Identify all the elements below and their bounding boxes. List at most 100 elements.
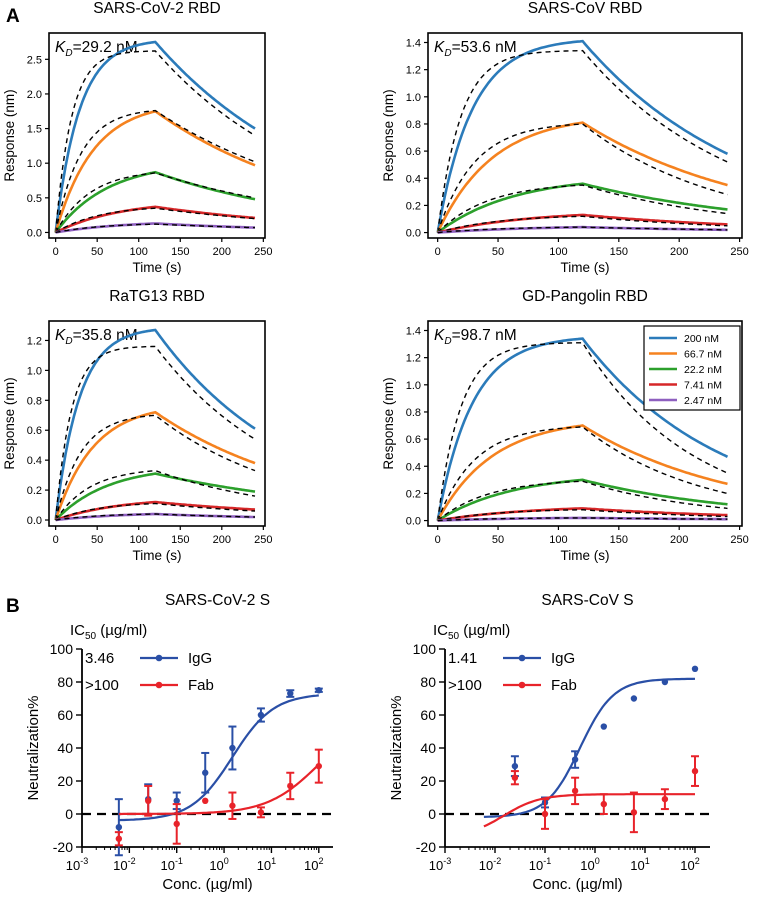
fit-curve [55,223,255,234]
y-tick-label: 0.2 [27,485,42,497]
kd-label: KD=53.6 nM [434,39,517,59]
fit-curve [437,341,728,521]
y-tick-label: 0.8 [406,407,421,419]
plot-frame [48,32,266,239]
plot-frame [48,320,266,527]
x-tick-label: 150 [171,246,189,258]
ic50-value: 1.41 [448,650,477,667]
y-tick-label: 1.5 [27,124,42,136]
x-tick-label: 102 [680,856,699,873]
x-tick-label: 10-3 [429,856,451,873]
y-tick-label: 0.4 [27,455,42,467]
concentration-legend: 200 nM 66.7 nM 22.2 nM 7.41 nM 2.47 nM [643,325,741,411]
ic50-value: >100 [448,677,482,694]
sensorgram-200nM [54,40,256,233]
igg-fit-curve [483,677,696,818]
fab-point [229,802,236,809]
y-tick-label: 100 [413,641,437,657]
fab-point [145,797,152,804]
fit-curve [437,426,728,521]
y-tick-label: 20 [420,773,436,789]
legend-label: Fab [188,677,214,694]
x-tick-label: 200 [670,534,688,546]
x-tick-label: 100 [130,246,148,258]
sensorgram-222nM [437,478,728,522]
x-tick-label: 250 [254,246,272,258]
y-axis-label: Neutralization% [25,695,42,800]
legend-label: Fab [551,677,577,694]
igg-point [630,695,638,702]
fit-curve [54,109,256,233]
y-tick-label: 0.4 [406,173,421,185]
x-tick-label: 10-2 [479,856,501,873]
x-tick-label: 150 [610,534,628,546]
y-tick-label: 0.0 [27,227,42,239]
x-tick-label: 100 [209,856,228,873]
chart-title: SARS-CoV S [541,592,633,609]
sensorgram-200nM [436,337,729,521]
fit-curve [437,215,728,234]
x-tick-label: 101 [257,856,276,873]
plot-frame [427,32,743,239]
x-axis-label: Time (s) [133,548,182,563]
y-axis-label: Response (nm) [2,377,17,469]
y-tick-label: 0.6 [27,425,42,437]
y-tick-label: 60 [57,707,73,723]
fit-curve [55,502,256,521]
igg-point [315,687,322,694]
y-tick-label: 0.6 [406,146,421,158]
fab-point [600,800,608,808]
y-tick-label: 40 [420,740,436,756]
ic50-value: 3.46 [85,650,114,667]
y-tick-label: 2.0 [27,89,42,101]
x-axis-label: Conc. (µg/ml) [162,876,252,893]
x-tick-label: 50 [91,246,103,258]
x-tick-label: 50 [91,534,103,546]
plot-frame [427,320,743,527]
x-tick-label: 100 [549,534,567,546]
fab-point [661,795,669,803]
legend-label: 22.2 nM [684,364,722,376]
x-tick-label: 101 [630,856,649,873]
x-tick-label: 100 [130,534,148,546]
y-tick-label: 0.0 [406,228,421,240]
chart-title: RaTG13 RBD [109,288,205,305]
x-tick-label: 50 [492,534,504,546]
sensorgram-667nM [54,410,256,521]
sensorgram-741nM [54,205,256,234]
y-tick-label: 0.0 [406,516,421,528]
x-axis-label: Time (s) [561,260,610,275]
x-tick-label: 50 [492,246,504,258]
fab-point [571,787,579,795]
igg-point [287,690,294,697]
legend-marker [518,654,526,662]
x-tick-label: 0 [435,246,441,258]
y-tick-label: 60 [420,707,436,723]
y-tick-label: 1.0 [406,380,421,392]
x-tick-label: 10-1 [160,856,182,873]
y-tick-label: 1.0 [406,92,421,104]
y-tick-label: 0.0 [27,515,42,527]
sensorgram-741nM [55,500,256,522]
fab-point [511,774,519,781]
legend-label: 7.41 nM [684,380,722,392]
sensorgram-222nM [54,472,256,521]
legend-label: 200 nM [684,333,719,345]
legend-marker [518,681,526,689]
y-tick-label: 0.5 [27,193,42,205]
y-tick-label: 0.8 [27,395,42,407]
y-axis-label: Response (nm) [381,89,396,181]
fab-point [202,797,209,804]
x-tick-label: 150 [610,246,628,258]
x-tick-label: 102 [304,856,323,873]
y-tick-label: 1.0 [27,158,42,170]
y-tick-label: 80 [420,674,436,690]
igg-point [115,824,123,831]
fab-fit-curve [118,763,320,816]
kd-label: KD=98.7 nM [434,327,517,347]
igg-point [571,756,579,763]
igg-fit-curve [118,694,319,822]
y-axis-label: Response (nm) [381,377,396,469]
legend-label: 2.47 nM [684,395,722,407]
